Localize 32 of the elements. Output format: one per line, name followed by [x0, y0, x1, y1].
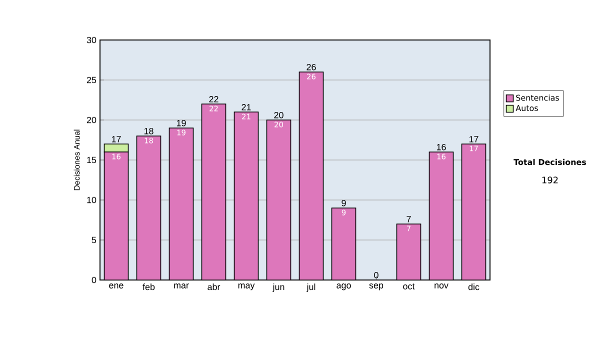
text: 192 — [542, 176, 558, 184]
total-label: 17 — [112, 136, 121, 142]
total-label: 16 — [436, 144, 446, 150]
x-tick-label: ene — [109, 284, 124, 288]
total-label: 18 — [144, 128, 154, 134]
y-tick-label: 20 — [86, 116, 96, 124]
x-tick-label: ago — [336, 284, 351, 290]
x-tick-label: dic — [468, 284, 480, 290]
y-tick-label: 10 — [87, 196, 96, 204]
x-tick-label: oct — [403, 284, 415, 290]
total-label: 20 — [274, 112, 284, 118]
total-label: 7 — [406, 216, 411, 222]
x-tick-label: jul — [306, 284, 316, 292]
total-label: 0 — [374, 272, 378, 278]
y-tick-label: 15 — [87, 156, 96, 164]
total-label: 17 — [469, 136, 478, 142]
y-tick-label: 25 — [86, 76, 96, 84]
x-tick-label: nov — [434, 284, 448, 288]
total-label: 26 — [306, 64, 316, 70]
total-label: 19 — [176, 120, 186, 126]
x-tick-label: jun — [272, 284, 284, 292]
x-tick-label: sep — [369, 284, 384, 290]
x-tick-label: abr — [208, 284, 220, 290]
x-tick-label: feb — [142, 284, 155, 290]
y-tick-label: 30 — [86, 36, 96, 44]
x-tick-label: may — [238, 284, 255, 290]
y-tick-label: 0 — [92, 276, 96, 284]
y-tick-label: 5 — [92, 236, 96, 244]
x-tick-label: mar — [174, 284, 189, 288]
total-label: 9 — [342, 200, 346, 206]
total-label: 22 — [209, 96, 218, 102]
total-label: 21 — [242, 104, 251, 110]
